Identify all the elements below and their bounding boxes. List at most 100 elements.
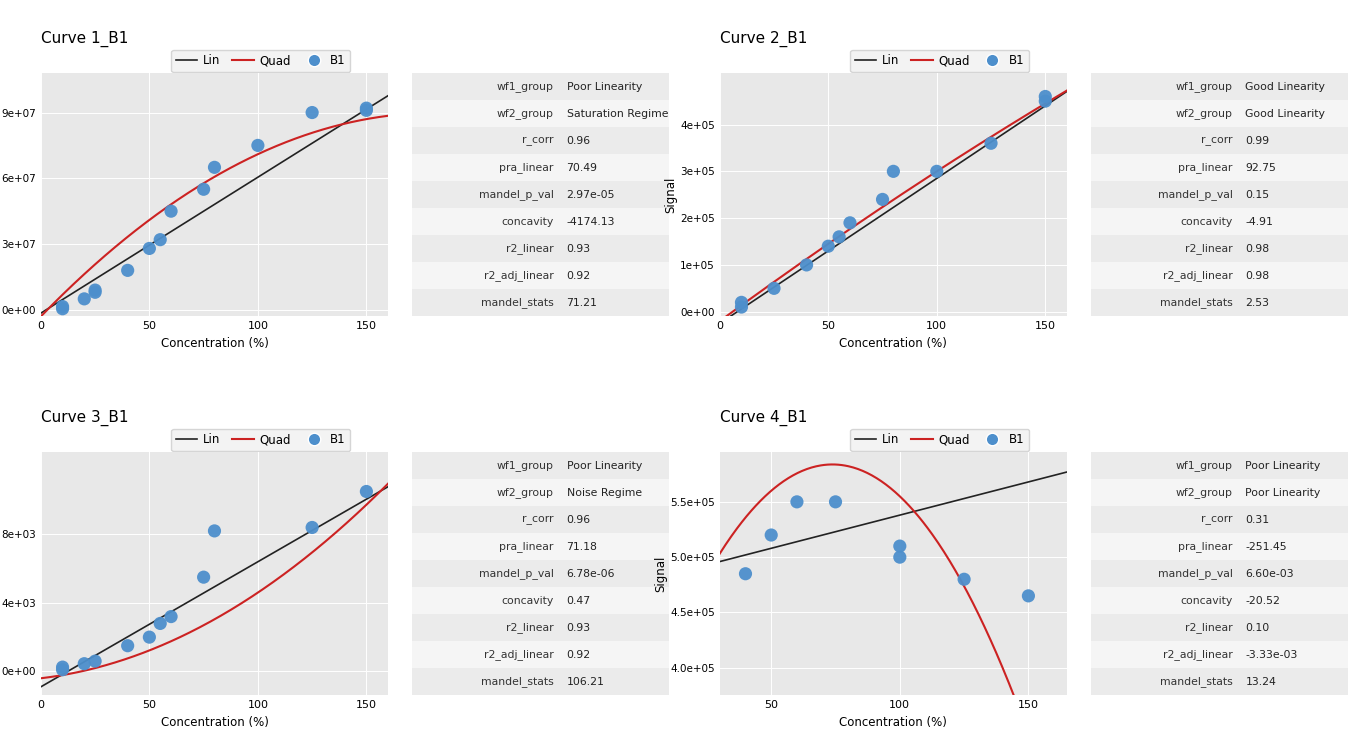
Text: concavity: concavity	[1181, 217, 1233, 227]
Text: 0.47: 0.47	[567, 596, 591, 606]
Text: 0.93: 0.93	[567, 244, 591, 254]
Point	[84, 284, 106, 296]
Bar	[413, 289, 670, 316]
Point	[117, 264, 139, 276]
X-axis label: Concentration (%): Concentration (%)	[839, 716, 948, 729]
Point	[889, 551, 911, 563]
Text: mandel_stats: mandel_stats	[1160, 297, 1233, 308]
Point	[74, 658, 95, 670]
Text: 0.92: 0.92	[567, 650, 591, 660]
Text: mandel_p_val: mandel_p_val	[1158, 190, 1233, 200]
Bar	[1091, 73, 1348, 100]
Text: 6.60e-03: 6.60e-03	[1245, 569, 1294, 579]
Point	[161, 610, 183, 622]
Bar	[413, 479, 670, 506]
Point	[1017, 590, 1039, 602]
Text: pra_linear: pra_linear	[1178, 541, 1233, 552]
Text: mandel_stats: mandel_stats	[481, 676, 554, 687]
Point	[872, 193, 893, 205]
Bar	[1091, 587, 1348, 614]
Bar	[413, 587, 670, 614]
Point	[150, 618, 172, 630]
Text: 92.75: 92.75	[1245, 163, 1276, 173]
Text: 0.10: 0.10	[1245, 623, 1269, 632]
Text: mandel_p_val: mandel_p_val	[479, 568, 554, 579]
Text: Poor Linearity: Poor Linearity	[1245, 488, 1321, 498]
Text: r2_adj_linear: r2_adj_linear	[484, 270, 554, 281]
X-axis label: Concentration (%): Concentration (%)	[161, 716, 268, 729]
Point	[883, 165, 904, 177]
Point	[84, 655, 106, 667]
Text: Curve 4_B1: Curve 4_B1	[719, 410, 808, 426]
Point	[150, 234, 172, 245]
Text: 2.53: 2.53	[1245, 298, 1269, 308]
Text: 0.93: 0.93	[567, 623, 591, 632]
Point	[734, 568, 756, 580]
Point	[760, 529, 782, 541]
Y-axis label: Signal: Signal	[665, 176, 677, 213]
Text: -3.33e-03: -3.33e-03	[1245, 650, 1298, 660]
Text: 6.78e-06: 6.78e-06	[567, 569, 616, 579]
Point	[696, 590, 718, 602]
Bar	[413, 73, 670, 100]
Text: pra_linear: pra_linear	[1178, 163, 1233, 173]
Text: r2_adj_linear: r2_adj_linear	[484, 649, 554, 660]
Text: wf2_group: wf2_group	[497, 488, 554, 498]
Bar	[1091, 479, 1348, 506]
Point	[824, 496, 846, 508]
Point	[839, 217, 861, 228]
Point	[1034, 91, 1056, 102]
Bar	[1091, 668, 1348, 695]
Bar	[413, 262, 670, 289]
Bar	[1091, 614, 1348, 641]
Text: Curve 2_B1: Curve 2_B1	[719, 31, 808, 47]
Bar	[1091, 154, 1348, 182]
Point	[786, 496, 808, 508]
Text: Curve 3_B1: Curve 3_B1	[41, 410, 128, 426]
X-axis label: Concentration (%): Concentration (%)	[839, 337, 948, 350]
Point	[658, 673, 680, 684]
Bar	[1091, 127, 1348, 154]
Point	[730, 296, 752, 308]
Text: 106.21: 106.21	[567, 677, 605, 687]
X-axis label: Concentration (%): Concentration (%)	[161, 337, 268, 350]
Bar	[413, 100, 670, 127]
Text: Poor Linearity: Poor Linearity	[1245, 460, 1321, 471]
Bar	[1091, 506, 1348, 533]
Bar	[1091, 533, 1348, 560]
Bar	[1091, 235, 1348, 262]
Text: 70.49: 70.49	[567, 163, 598, 173]
Text: pra_linear: pra_linear	[500, 541, 554, 552]
Point	[981, 138, 1002, 149]
Text: 0.92: 0.92	[567, 271, 591, 281]
Text: 0.96: 0.96	[567, 515, 591, 525]
Text: mandel_p_val: mandel_p_val	[1158, 568, 1233, 579]
Bar	[1091, 452, 1348, 479]
Point	[52, 664, 74, 676]
Text: Poor Linearity: Poor Linearity	[567, 81, 642, 92]
Bar	[1091, 641, 1348, 668]
Point	[817, 240, 839, 252]
Text: r2_linear: r2_linear	[507, 622, 554, 633]
Point	[52, 301, 74, 313]
Text: Curve 1_B1: Curve 1_B1	[41, 31, 128, 47]
Point	[52, 661, 74, 673]
Point	[355, 485, 377, 497]
Text: r2_linear: r2_linear	[1185, 243, 1233, 254]
Text: 0.98: 0.98	[1245, 271, 1269, 281]
Point	[763, 283, 785, 294]
Point	[203, 525, 225, 537]
Bar	[1091, 289, 1348, 316]
Legend: Lin, Quad, B1: Lin, Quad, B1	[850, 50, 1030, 72]
Point	[74, 293, 95, 305]
Text: r2_adj_linear: r2_adj_linear	[1163, 270, 1233, 281]
Text: concavity: concavity	[501, 217, 554, 227]
Bar	[1091, 100, 1348, 127]
Text: -4.91: -4.91	[1245, 217, 1273, 227]
Point	[1034, 95, 1056, 107]
Point	[355, 105, 377, 116]
Text: r_corr: r_corr	[1201, 515, 1233, 525]
Text: r2_linear: r2_linear	[1185, 622, 1233, 633]
Text: wf1_group: wf1_group	[1175, 81, 1233, 92]
Point	[926, 165, 948, 177]
